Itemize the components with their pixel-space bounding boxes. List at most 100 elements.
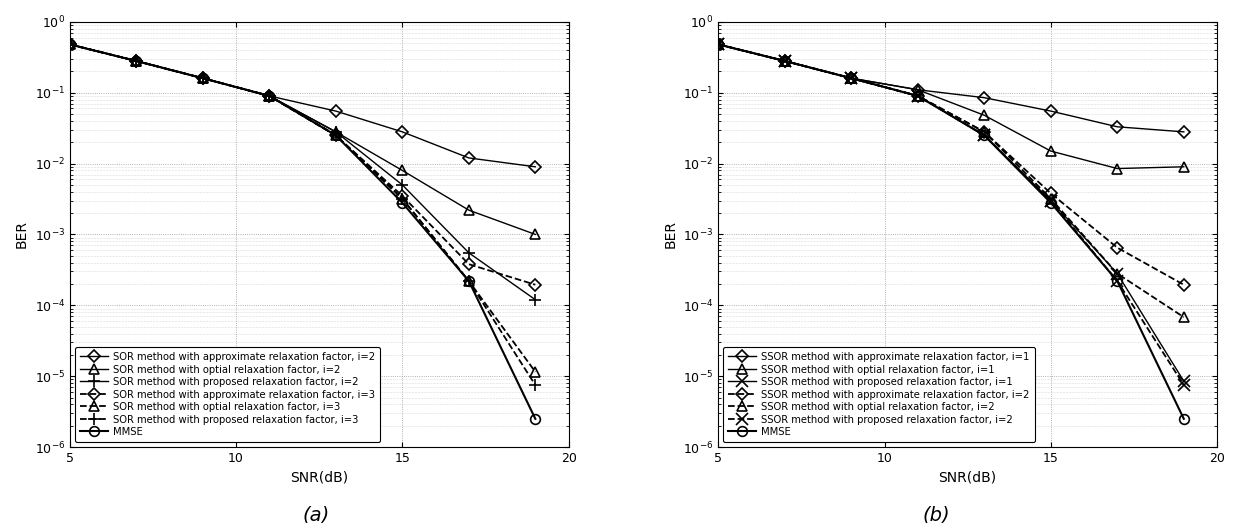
SOR method with optial relaxation factor, i=3	[528, 369, 543, 375]
SOR method with optial relaxation factor, i=2	[394, 167, 409, 174]
SOR method with optial relaxation factor, i=2	[129, 58, 144, 64]
SSOR method with optial relaxation factor, i=1	[910, 87, 925, 93]
MMSE	[777, 58, 792, 64]
SOR method with approximate relaxation factor, i=2	[196, 75, 211, 82]
SSOR method with approximate relaxation factor, i=2	[977, 129, 992, 135]
SSOR method with optial relaxation factor, i=2	[977, 129, 992, 135]
SOR method with proposed relaxation factor, i=2	[129, 58, 144, 64]
SOR method with proposed relaxation factor, i=2	[394, 182, 409, 188]
Line: SSOR method with proposed relaxation factor, i=1: SSOR method with proposed relaxation fac…	[713, 39, 1189, 386]
MMSE	[711, 41, 725, 48]
SOR method with optial relaxation factor, i=2	[196, 75, 211, 82]
SSOR method with proposed relaxation factor, i=1	[1177, 378, 1192, 384]
SSOR method with approximate relaxation factor, i=2	[711, 41, 725, 48]
SOR method with proposed relaxation factor, i=3	[461, 278, 476, 284]
MMSE	[1043, 200, 1058, 206]
MMSE	[910, 93, 925, 99]
SSOR method with proposed relaxation factor, i=1	[844, 75, 859, 82]
SSOR method with optial relaxation factor, i=1	[711, 41, 725, 48]
SSOR method with optial relaxation factor, i=2	[1177, 314, 1192, 320]
Line: SSOR method with approximate relaxation factor, i=2: SSOR method with approximate relaxation …	[714, 40, 1188, 289]
SOR method with approximate relaxation factor, i=2	[329, 108, 343, 114]
SOR method with proposed relaxation factor, i=3	[394, 196, 409, 202]
SSOR method with approximate relaxation factor, i=1	[711, 41, 725, 48]
MMSE	[329, 132, 343, 139]
SOR method with approximate relaxation factor, i=2	[62, 41, 77, 48]
SOR method with proposed relaxation factor, i=2	[461, 249, 476, 256]
SOR method with proposed relaxation factor, i=2	[528, 297, 543, 303]
Line: SSOR method with approximate relaxation factor, i=1: SSOR method with approximate relaxation …	[714, 40, 1188, 136]
Y-axis label: BER: BER	[663, 220, 677, 248]
MMSE	[461, 278, 476, 284]
SSOR method with proposed relaxation factor, i=2	[1177, 382, 1192, 388]
SSOR method with optial relaxation factor, i=2	[1043, 196, 1058, 202]
MMSE	[528, 416, 543, 422]
SOR method with proposed relaxation factor, i=2	[262, 93, 277, 99]
SSOR method with approximate relaxation factor, i=2	[1043, 190, 1058, 197]
SOR method with optial relaxation factor, i=3	[262, 93, 277, 99]
Line: SOR method with approximate relaxation factor, i=3: SOR method with approximate relaxation f…	[66, 40, 539, 289]
SSOR method with optial relaxation factor, i=2	[1110, 270, 1125, 277]
SSOR method with optial relaxation factor, i=1	[1043, 148, 1058, 154]
SOR method with approximate relaxation factor, i=3	[262, 93, 277, 99]
SSOR method with proposed relaxation factor, i=1	[1110, 270, 1125, 277]
SSOR method with proposed relaxation factor, i=1	[1043, 198, 1058, 204]
Line: SOR method with proposed relaxation factor, i=3: SOR method with proposed relaxation fact…	[63, 38, 542, 391]
SOR method with optial relaxation factor, i=2	[329, 129, 343, 135]
SSOR method with optial relaxation factor, i=1	[844, 75, 859, 82]
SOR method with approximate relaxation factor, i=3	[129, 58, 144, 64]
SOR method with proposed relaxation factor, i=3	[196, 75, 211, 82]
SOR method with proposed relaxation factor, i=3	[129, 58, 144, 64]
SSOR method with proposed relaxation factor, i=2	[977, 132, 992, 139]
MMSE	[394, 200, 409, 206]
SOR method with approximate relaxation factor, i=2	[129, 58, 144, 64]
MMSE	[844, 75, 859, 82]
MMSE	[1110, 278, 1125, 284]
Line: SOR method with proposed relaxation factor, i=2: SOR method with proposed relaxation fact…	[63, 38, 542, 306]
SSOR method with approximate relaxation factor, i=2	[910, 93, 925, 99]
SSOR method with proposed relaxation factor, i=2	[1043, 198, 1058, 204]
SSOR method with proposed relaxation factor, i=2	[1110, 278, 1125, 284]
SOR method with approximate relaxation factor, i=2	[461, 155, 476, 161]
MMSE	[129, 58, 144, 64]
SOR method with proposed relaxation factor, i=2	[62, 41, 77, 48]
SOR method with approximate relaxation factor, i=3	[329, 132, 343, 139]
SSOR method with approximate relaxation factor, i=1	[910, 87, 925, 93]
Line: SOR method with approximate relaxation factor, i=2: SOR method with approximate relaxation f…	[66, 40, 539, 171]
SOR method with approximate relaxation factor, i=3	[196, 75, 211, 82]
SOR method with proposed relaxation factor, i=3	[528, 382, 543, 388]
MMSE	[262, 93, 277, 99]
SOR method with proposed relaxation factor, i=2	[196, 75, 211, 82]
SOR method with optial relaxation factor, i=2	[528, 231, 543, 237]
SSOR method with approximate relaxation factor, i=1	[977, 95, 992, 101]
SSOR method with proposed relaxation factor, i=2	[711, 41, 725, 48]
SSOR method with proposed relaxation factor, i=2	[910, 93, 925, 99]
SSOR method with optial relaxation factor, i=2	[777, 58, 792, 64]
SSOR method with optial relaxation factor, i=1	[1110, 165, 1125, 172]
SOR method with optial relaxation factor, i=3	[62, 41, 77, 48]
SSOR method with optial relaxation factor, i=2	[711, 41, 725, 48]
SSOR method with approximate relaxation factor, i=1	[1043, 108, 1058, 114]
SSOR method with proposed relaxation factor, i=1	[977, 132, 992, 139]
SSOR method with proposed relaxation factor, i=2	[844, 75, 859, 82]
MMSE	[1177, 416, 1192, 422]
SOR method with optial relaxation factor, i=3	[394, 196, 409, 202]
SOR method with optial relaxation factor, i=2	[461, 207, 476, 213]
Line: MMSE: MMSE	[713, 40, 1189, 424]
SOR method with approximate relaxation factor, i=2	[262, 93, 277, 99]
SSOR method with proposed relaxation factor, i=1	[777, 58, 792, 64]
SSOR method with approximate relaxation factor, i=2	[777, 58, 792, 64]
MMSE	[977, 132, 992, 139]
SSOR method with proposed relaxation factor, i=2	[777, 58, 792, 64]
Line: SOR method with optial relaxation factor, i=3: SOR method with optial relaxation factor…	[64, 40, 541, 377]
MMSE	[196, 75, 211, 82]
SOR method with proposed relaxation factor, i=3	[62, 41, 77, 48]
MMSE	[62, 41, 77, 48]
SOR method with approximate relaxation factor, i=2	[528, 164, 543, 170]
SOR method with approximate relaxation factor, i=2	[394, 129, 409, 135]
Line: SSOR method with optial relaxation factor, i=1: SSOR method with optial relaxation facto…	[713, 40, 1189, 174]
SOR method with optial relaxation factor, i=3	[196, 75, 211, 82]
Line: SSOR method with proposed relaxation factor, i=2: SSOR method with proposed relaxation fac…	[713, 39, 1189, 391]
SSOR method with optial relaxation factor, i=1	[777, 58, 792, 64]
SOR method with optial relaxation factor, i=3	[129, 58, 144, 64]
